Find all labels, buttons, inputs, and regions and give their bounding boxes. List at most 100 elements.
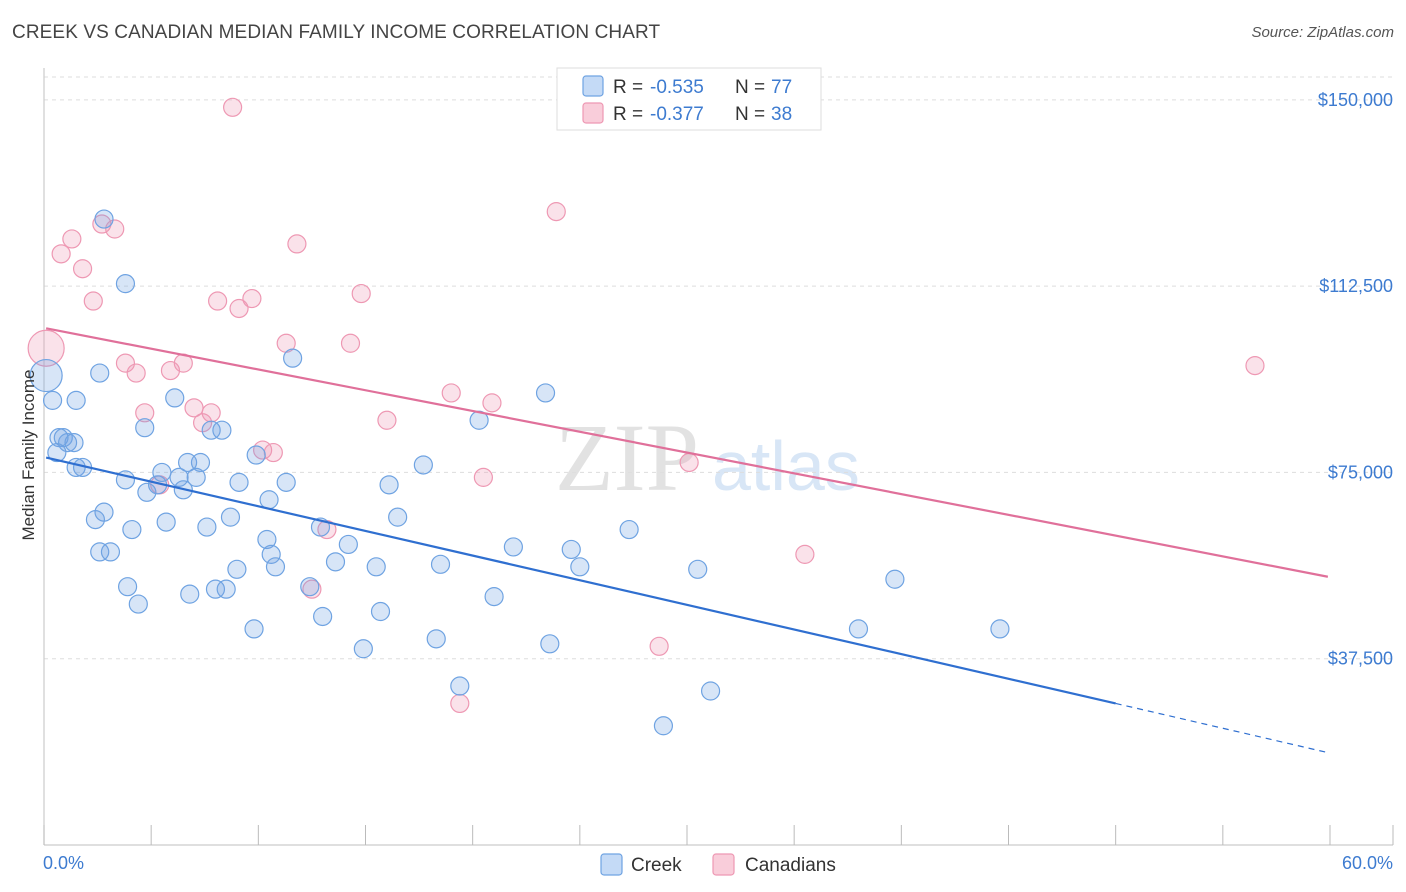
y-tick-label: $75,000 — [1328, 462, 1393, 482]
legend-swatch-canadians — [582, 102, 604, 124]
creek-point — [283, 348, 303, 368]
creek-point — [137, 482, 157, 502]
creek-trend-line — [45, 456, 1116, 705]
creek-point — [484, 587, 504, 607]
canadians-point — [105, 219, 125, 239]
canadians-point — [450, 693, 470, 714]
canadians-point — [62, 229, 82, 249]
canadians-point — [27, 329, 65, 367]
creek-point — [325, 552, 346, 572]
creek-point — [169, 467, 189, 487]
creek-points — [29, 209, 1010, 736]
legend-n-label: N = — [735, 77, 765, 98]
canadians-point — [546, 202, 566, 222]
creek-point — [450, 676, 470, 696]
bottom-legend-swatch-creek — [600, 853, 623, 876]
canadians-point — [126, 363, 146, 383]
canadians-point — [135, 403, 155, 423]
creek-point — [115, 274, 136, 294]
canadians-point — [229, 298, 249, 319]
creek-point — [540, 634, 560, 654]
legend-n-value-canadians: 38 — [771, 104, 792, 125]
y-tick-label: $150,000 — [1318, 90, 1393, 110]
creek-point — [338, 534, 358, 555]
watermark-zip: ZIP — [555, 404, 699, 511]
creek-point — [165, 388, 185, 408]
creek-point — [29, 358, 63, 393]
canadians-point — [51, 244, 71, 264]
creek-point — [688, 559, 708, 579]
creek-point — [700, 681, 721, 701]
legend-n-label: N = — [735, 104, 765, 125]
creek-point — [156, 512, 176, 532]
creek-trend-extension — [1115, 702, 1328, 754]
canadians-point — [115, 353, 136, 373]
creek-point — [117, 577, 138, 597]
creek-point — [653, 716, 674, 736]
legend-swatch-creek — [582, 75, 604, 97]
creek-point — [227, 559, 247, 579]
creek-point — [90, 542, 110, 562]
creek-point — [205, 579, 226, 599]
canadians-trend-line — [45, 327, 1329, 578]
creek-point — [413, 455, 433, 475]
canadians-point — [473, 467, 493, 487]
creek-point — [128, 594, 148, 614]
canadians-point — [482, 393, 502, 413]
creek-point — [265, 557, 286, 577]
creek-point — [220, 507, 241, 527]
creek-point — [180, 584, 200, 604]
canadians-point — [302, 579, 322, 599]
creek-point — [212, 420, 232, 440]
creek-point — [190, 452, 211, 473]
y-tick-label: $112,500 — [1319, 276, 1393, 296]
creek-point — [353, 639, 373, 659]
chart-title: CREEK VS CANADIAN MEDIAN FAMILY INCOME C… — [12, 22, 661, 43]
legend: R = -0.535 N = 77 R = -0.377 N = 38 — [556, 67, 822, 131]
creek-point — [430, 554, 451, 574]
creek-point — [197, 517, 217, 537]
x-tick-label-min: 0.0% — [43, 853, 84, 873]
creek-point — [885, 569, 905, 589]
creek-point — [100, 542, 121, 562]
creek-point — [379, 475, 399, 495]
creek-point — [135, 418, 155, 438]
creek-point — [94, 209, 114, 229]
creek-point — [244, 619, 264, 639]
creek-point — [313, 606, 333, 627]
legend-r-label: R = — [613, 104, 643, 125]
bottom-legend-creek: Creek — [631, 855, 682, 876]
canadians-point — [1245, 356, 1265, 376]
axes — [43, 68, 1394, 846]
creek-point — [90, 363, 110, 383]
creek-point — [66, 390, 86, 410]
creek-point — [388, 507, 408, 527]
y-axis-label: Median Family Income — [19, 369, 38, 540]
legend-r-value-canadians: -0.377 — [650, 104, 704, 125]
watermark-atlas: atlas — [712, 427, 860, 505]
creek-point — [561, 539, 581, 560]
creek-point — [85, 510, 106, 530]
creek-point — [570, 557, 590, 577]
creek-point — [261, 544, 281, 564]
creek-point — [122, 519, 142, 540]
creek-point — [259, 490, 279, 510]
creek-point — [366, 557, 386, 577]
bottom-legend-swatch-canadians — [712, 853, 735, 876]
creek-point — [216, 579, 236, 599]
canadians-point — [340, 333, 361, 353]
creek-point — [186, 467, 206, 487]
bottom-legend-canadians: Canadians — [745, 855, 836, 876]
creek-point — [503, 537, 523, 557]
creek-point — [300, 577, 320, 597]
creek-point — [848, 619, 869, 639]
bottom-legend: Creek Canadians — [600, 853, 836, 876]
canadians-point — [208, 291, 228, 311]
legend-r-label: R = — [613, 77, 643, 98]
legend-r-value-creek: -0.535 — [650, 77, 704, 98]
canadians-point — [287, 234, 307, 254]
creek-point — [201, 420, 221, 440]
y-tick-label: $37,500 — [1328, 649, 1393, 669]
creek-point — [152, 462, 172, 483]
